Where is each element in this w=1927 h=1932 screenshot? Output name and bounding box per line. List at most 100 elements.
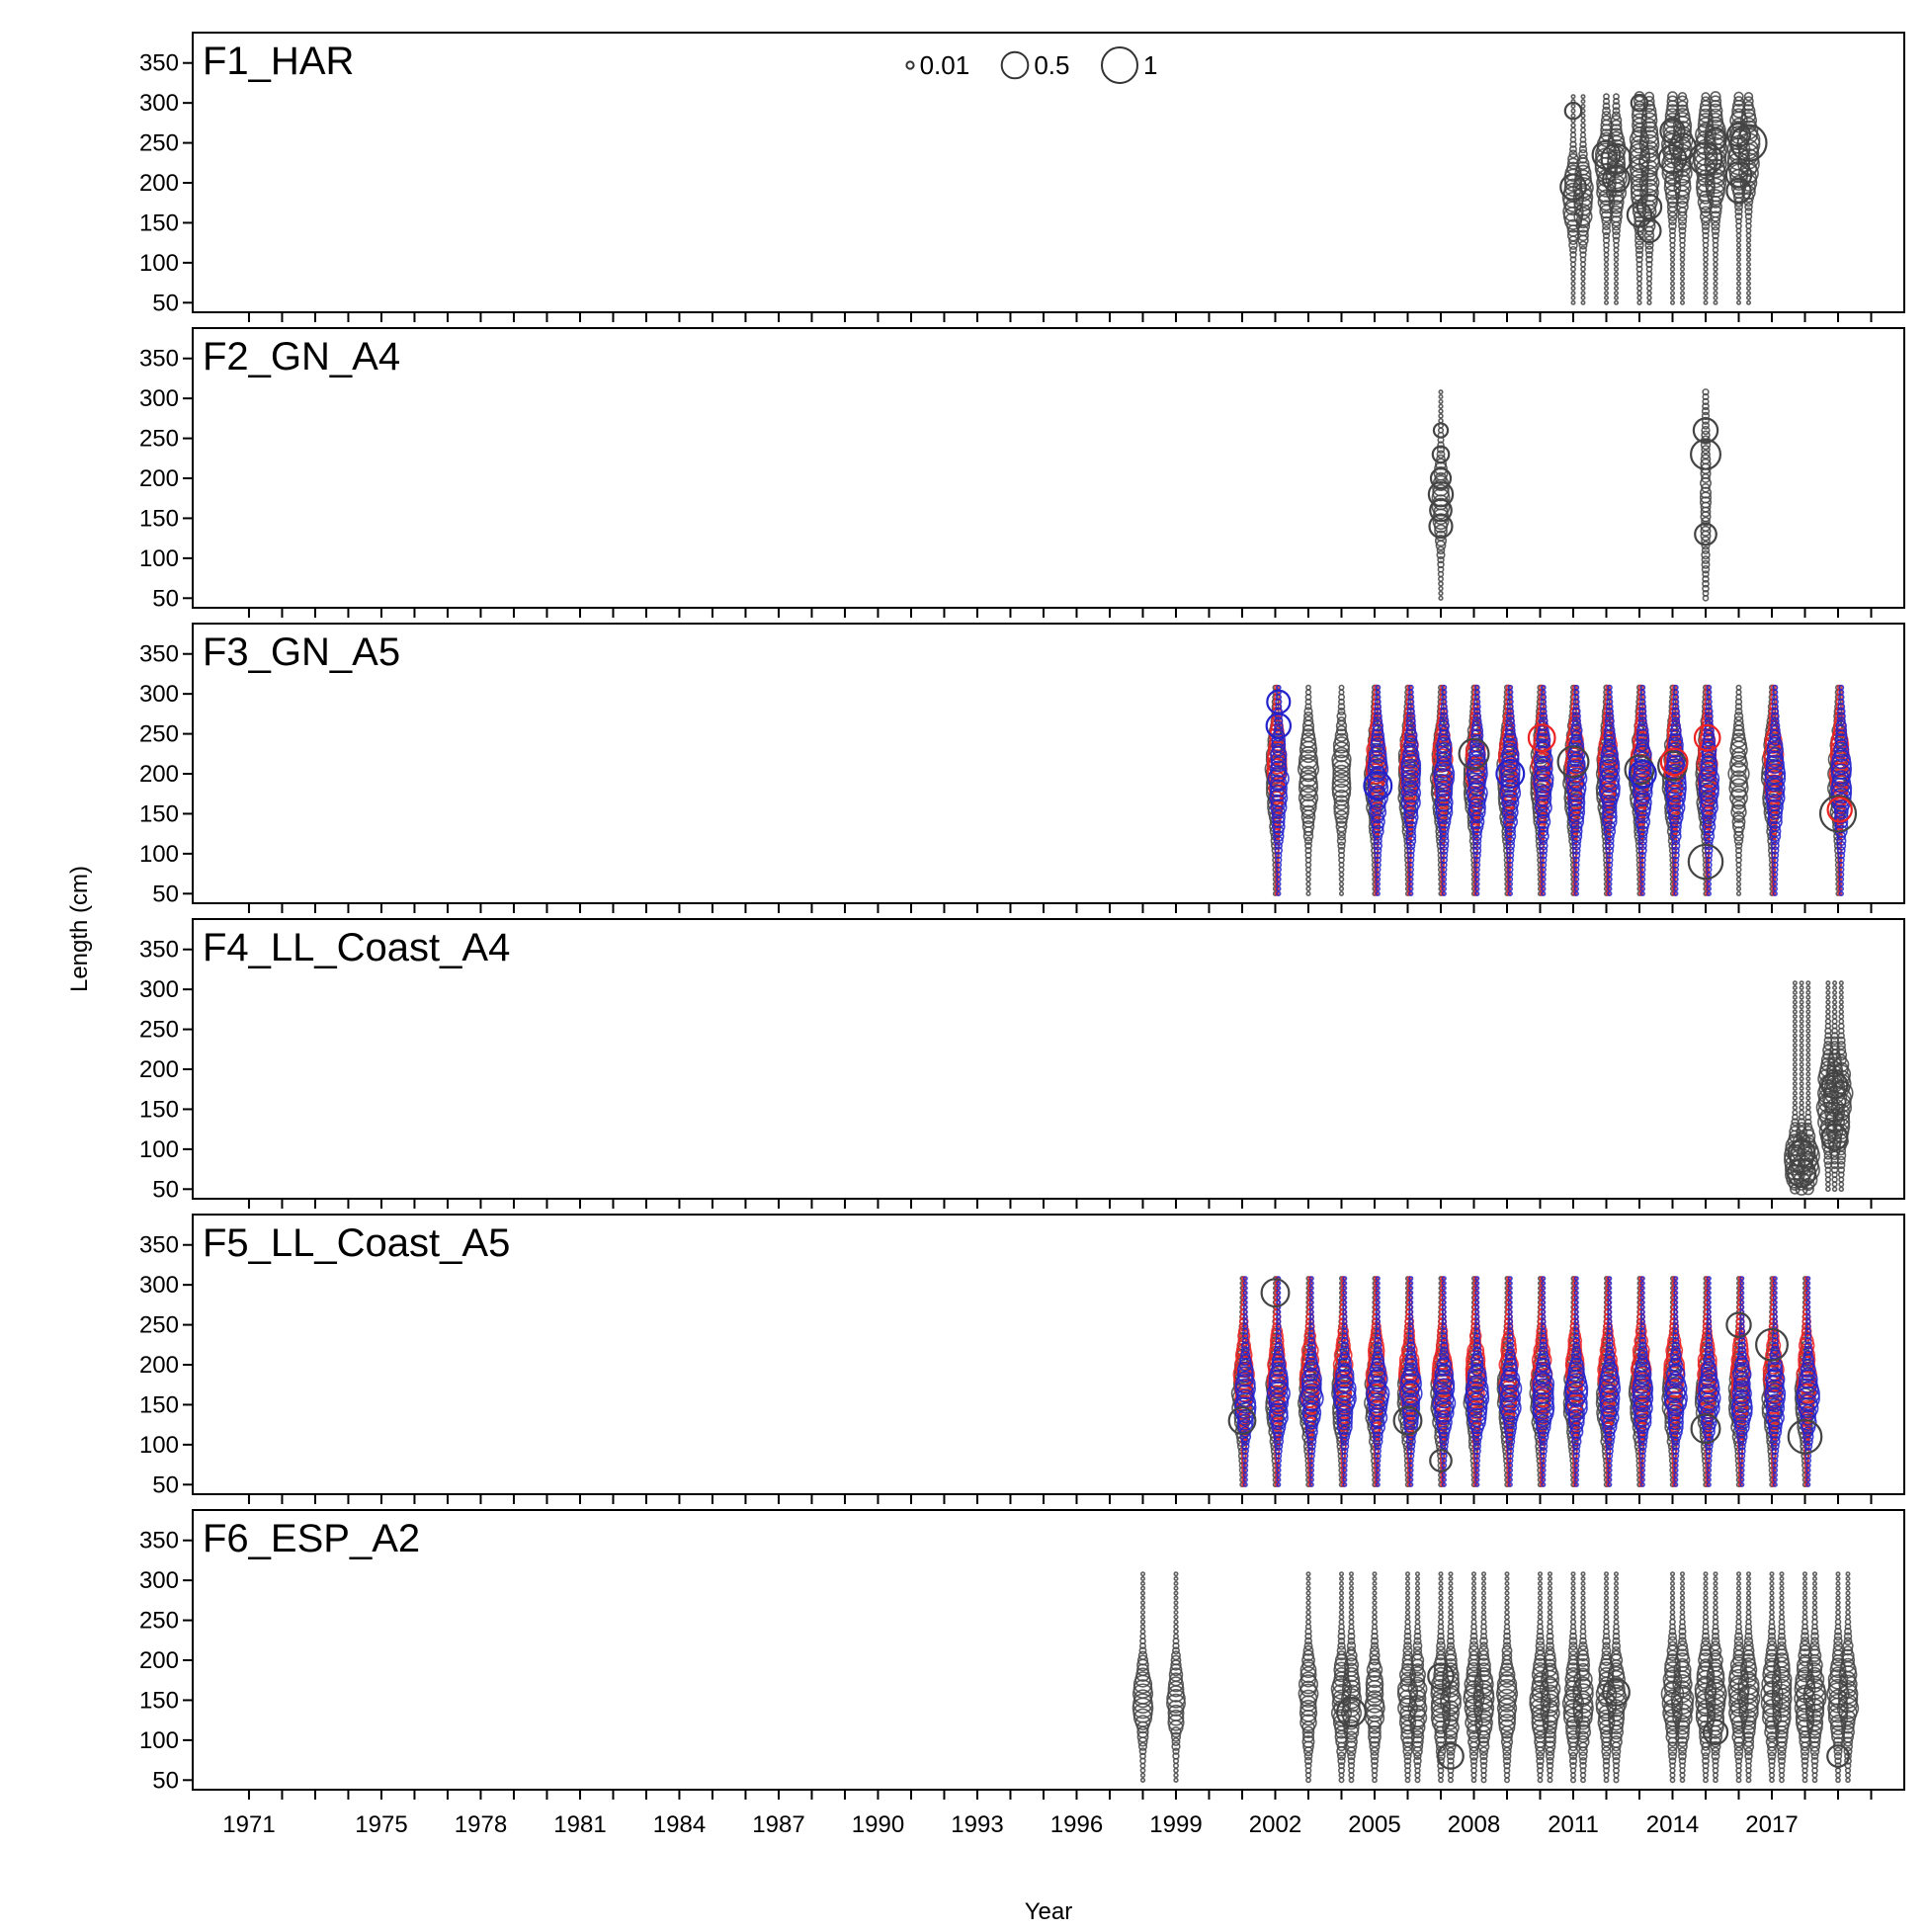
bubble-point: [1243, 1310, 1247, 1314]
bubble-point: [1737, 272, 1740, 275]
bubble-point: [1736, 686, 1740, 690]
y-tick-label: 350: [139, 937, 179, 964]
bubble-point: [1339, 878, 1343, 882]
bubble-point: [1737, 277, 1740, 280]
bubble-point: [1747, 292, 1750, 294]
panel-points: [1265, 685, 1856, 895]
bubble-point: [1605, 287, 1608, 290]
bubble-point: [1736, 233, 1740, 237]
bubble-point: [1747, 248, 1751, 252]
bubble-point: [1794, 1096, 1798, 1100]
y-tick-label: 350: [139, 50, 179, 77]
bubble-point: [1714, 277, 1718, 281]
bubble-point: [1800, 996, 1802, 999]
bubble-point: [1605, 263, 1609, 267]
bubble-point: [1343, 1315, 1347, 1319]
bubble-point: [1647, 295, 1651, 299]
bubble-point: [1800, 1000, 1802, 1003]
bubble-point: [1832, 1024, 1837, 1029]
y-tick-label: 150: [139, 800, 179, 827]
bubble-point: [1826, 986, 1829, 989]
bubble-point: [1439, 409, 1443, 413]
bubble-point: [1806, 1049, 1809, 1051]
bubble-point: [1310, 1310, 1314, 1314]
bubble-point: [1571, 292, 1574, 294]
bubble-point: [1647, 300, 1651, 304]
bubble-point: [1714, 253, 1718, 257]
bubble-point: [1615, 267, 1619, 271]
bubble-point: [1747, 243, 1751, 247]
bubble-point: [1604, 94, 1609, 99]
bubble-point: [1681, 292, 1684, 294]
bubble-point: [1714, 292, 1717, 294]
bubble-point: [1806, 1082, 1809, 1085]
bubble-point: [1747, 258, 1751, 262]
bubble-point: [1794, 1034, 1797, 1037]
bubble-point: [1637, 292, 1641, 295]
bubble-point: [1806, 1058, 1809, 1061]
bubble-point: [1794, 981, 1797, 984]
bubble-point: [1681, 263, 1685, 267]
bubble-point: [1833, 1015, 1837, 1019]
bubble-point: [1671, 292, 1674, 294]
bubble-point: [1581, 287, 1584, 290]
bubble-point: [1736, 690, 1741, 695]
bubble-point: [1571, 124, 1575, 127]
bubble-point: [1794, 991, 1797, 994]
bubble-point: [1833, 1005, 1837, 1009]
bubble-point: [1714, 272, 1718, 276]
y-tick-label: 250: [139, 1312, 179, 1339]
bubble-point: [1340, 892, 1344, 896]
bubble-point: [1681, 258, 1685, 262]
bubble-point: [1806, 1030, 1809, 1033]
bubble-point: [1747, 277, 1750, 280]
bubble-point: [1647, 282, 1651, 286]
panel-label: F2_GN_A4: [203, 335, 400, 378]
bubble-point: [1581, 105, 1584, 108]
bubble-point: [1839, 1187, 1843, 1191]
panel-points: [1229, 1277, 1822, 1486]
y-tick-label: 50: [152, 1471, 179, 1498]
bubble-point: [1826, 1182, 1830, 1186]
bubble-point: [1571, 127, 1575, 131]
bubble-point: [1277, 1310, 1281, 1314]
y-tick-label: 100: [139, 1136, 179, 1163]
bubble-point: [1671, 253, 1675, 257]
bubble-point: [1800, 1039, 1802, 1042]
y-tick-label: 200: [139, 1056, 179, 1083]
y-tick-label: 300: [139, 976, 179, 1003]
bubble-point: [1793, 1115, 1798, 1120]
bubble-point: [1800, 1044, 1802, 1047]
bubble-point: [1681, 277, 1685, 281]
bubble-point: [1800, 1034, 1802, 1037]
bubble-point: [1243, 1315, 1247, 1319]
bubble-point: [1794, 1082, 1797, 1085]
bubble-point: [1806, 1034, 1809, 1037]
y-tick-label: 200: [139, 761, 179, 788]
bubble-point: [1840, 991, 1844, 995]
bubble-point: [1737, 263, 1740, 266]
y-tick-label: 150: [139, 210, 179, 236]
bubble-point: [1794, 1067, 1797, 1070]
bubble-point: [1581, 114, 1585, 118]
bubble-point: [1581, 124, 1585, 127]
y-tick-label: 350: [139, 641, 179, 668]
panel-points: [1429, 389, 1720, 601]
bubble-point: [1737, 258, 1740, 261]
bubble-point: [1806, 1087, 1809, 1090]
bubble-point: [1806, 1092, 1809, 1095]
bubble-point: [1833, 991, 1837, 995]
bubble-point: [1339, 690, 1344, 695]
bubble-point: [1800, 1077, 1802, 1080]
bubble-point: [1306, 891, 1310, 895]
bubble-point: [1714, 287, 1718, 291]
bubble-point: [1794, 1010, 1797, 1013]
bubble-point: [1309, 1319, 1313, 1323]
bubble-point-large: [1434, 423, 1448, 437]
y-tick-label: 250: [139, 130, 179, 157]
bubble-point: [1671, 301, 1674, 304]
bubble-point: [1806, 1096, 1810, 1100]
bubble-point: [1581, 127, 1585, 131]
bubble-point: [1439, 596, 1443, 600]
